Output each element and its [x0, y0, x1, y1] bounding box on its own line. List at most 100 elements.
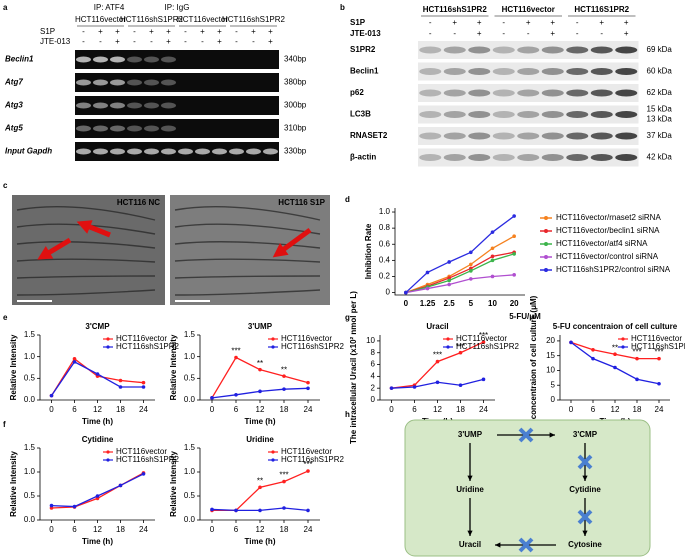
- band: [110, 148, 125, 155]
- band-size: 69 kDa: [647, 45, 673, 54]
- sign: -: [184, 27, 187, 36]
- band: [517, 111, 540, 118]
- group-label: HCT116shS1PR2: [423, 5, 488, 14]
- band-label: LC3B: [350, 110, 371, 119]
- series-line: [51, 472, 144, 509]
- y-tick-label: 1.5: [184, 443, 196, 452]
- y-tick-label: 0.0: [24, 515, 36, 524]
- band-size: 37 kDa: [647, 131, 673, 140]
- point: [412, 385, 417, 389]
- band: [541, 132, 564, 140]
- point: [258, 485, 262, 490]
- point: [141, 385, 146, 389]
- band: [468, 89, 491, 97]
- x-tick-label: 0: [404, 299, 409, 308]
- legend-marker: [621, 345, 625, 349]
- band: [492, 111, 515, 118]
- chart-title: Uracil: [426, 322, 448, 331]
- block-mark: [518, 537, 534, 553]
- point: [591, 356, 595, 361]
- legend-label: HCT116shS1PR2: [631, 342, 685, 351]
- legend-label: HCT116shS1PR2/control siRNA: [556, 265, 671, 274]
- point: [635, 377, 639, 382]
- band: [492, 89, 515, 97]
- axes: [394, 208, 525, 296]
- panel-letter: b: [340, 3, 345, 12]
- pathway-node: Cytidine: [569, 485, 601, 494]
- panel-letter: g: [345, 313, 350, 322]
- sign: +: [452, 18, 457, 27]
- membrane: [174, 258, 321, 263]
- y-tick-label: 15: [546, 351, 555, 360]
- legend-marker: [544, 229, 548, 233]
- membrane: [174, 223, 321, 235]
- band: [517, 89, 540, 97]
- x-tick-label: 0: [389, 405, 394, 414]
- membrane: [16, 289, 156, 296]
- ip-label: IP: ATF4: [94, 3, 125, 12]
- point: [458, 350, 463, 355]
- x-tick-label: 24: [304, 405, 313, 414]
- y-tick-label: 20: [546, 336, 555, 345]
- band: [468, 154, 491, 161]
- chart-title: Uridine: [246, 435, 274, 444]
- band-size: 300bp: [284, 101, 307, 110]
- y-tick-label: 1.5: [184, 330, 196, 339]
- point: [458, 383, 463, 388]
- sign: +: [268, 27, 273, 36]
- band: [419, 154, 442, 161]
- micrograph: [170, 195, 330, 305]
- band: [615, 46, 638, 54]
- sign: +: [550, 29, 555, 38]
- band: [615, 89, 638, 97]
- significance: ***: [479, 331, 488, 340]
- band: [541, 46, 564, 54]
- y-tick-label: 0.0: [24, 395, 36, 404]
- band: [468, 46, 491, 54]
- legend-label: HCT116vector: [281, 447, 332, 456]
- scale-bar: [17, 300, 52, 302]
- x-tick-label: 0: [49, 405, 54, 414]
- membrane: [16, 223, 156, 235]
- band: [127, 148, 142, 155]
- arrow-head: [549, 432, 555, 438]
- membrane: [174, 205, 321, 221]
- x-tick-label: 0: [569, 405, 574, 414]
- group-label: HCT116shS1PR2: [222, 15, 286, 24]
- blot-strip: [75, 73, 279, 92]
- micrograph-label: HCT116 S1P: [278, 198, 325, 207]
- blot-strip: [418, 105, 639, 124]
- legend-marker: [446, 345, 450, 349]
- x-tick-label: 6: [72, 405, 77, 414]
- arrow-head: [582, 475, 588, 481]
- y-tick-label: 0: [386, 288, 391, 297]
- panel-letter: h: [345, 410, 350, 419]
- chart-title: 3'CMP: [85, 322, 110, 331]
- sign: -: [184, 37, 187, 46]
- legend-label: HCT116shS1PR2: [116, 342, 180, 351]
- sign: -: [527, 29, 530, 38]
- sign: +: [477, 18, 482, 27]
- x-axis-label: Time (h): [82, 537, 113, 546]
- point: [306, 386, 310, 391]
- sign: -: [429, 29, 432, 38]
- point: [404, 290, 408, 295]
- sign: -: [429, 18, 432, 27]
- band: [419, 111, 442, 118]
- band: [144, 148, 159, 155]
- y-axis-label: The intracellular Uracil (x10² nmol per …: [349, 291, 358, 444]
- point: [306, 380, 310, 385]
- point: [234, 508, 238, 513]
- band: [541, 154, 564, 161]
- band: [76, 102, 91, 109]
- significance: **: [257, 476, 263, 485]
- band-size: 330bp: [284, 147, 307, 156]
- x-axis-label: 5-FU/μM: [509, 312, 541, 321]
- sign: -: [502, 29, 505, 38]
- band: [144, 56, 159, 63]
- x-tick-label: 18: [116, 405, 125, 414]
- band: [76, 148, 91, 155]
- band-label: β-actin: [350, 153, 376, 162]
- membrane: [16, 275, 156, 279]
- y-axis-label: Relative Intensity: [9, 451, 18, 517]
